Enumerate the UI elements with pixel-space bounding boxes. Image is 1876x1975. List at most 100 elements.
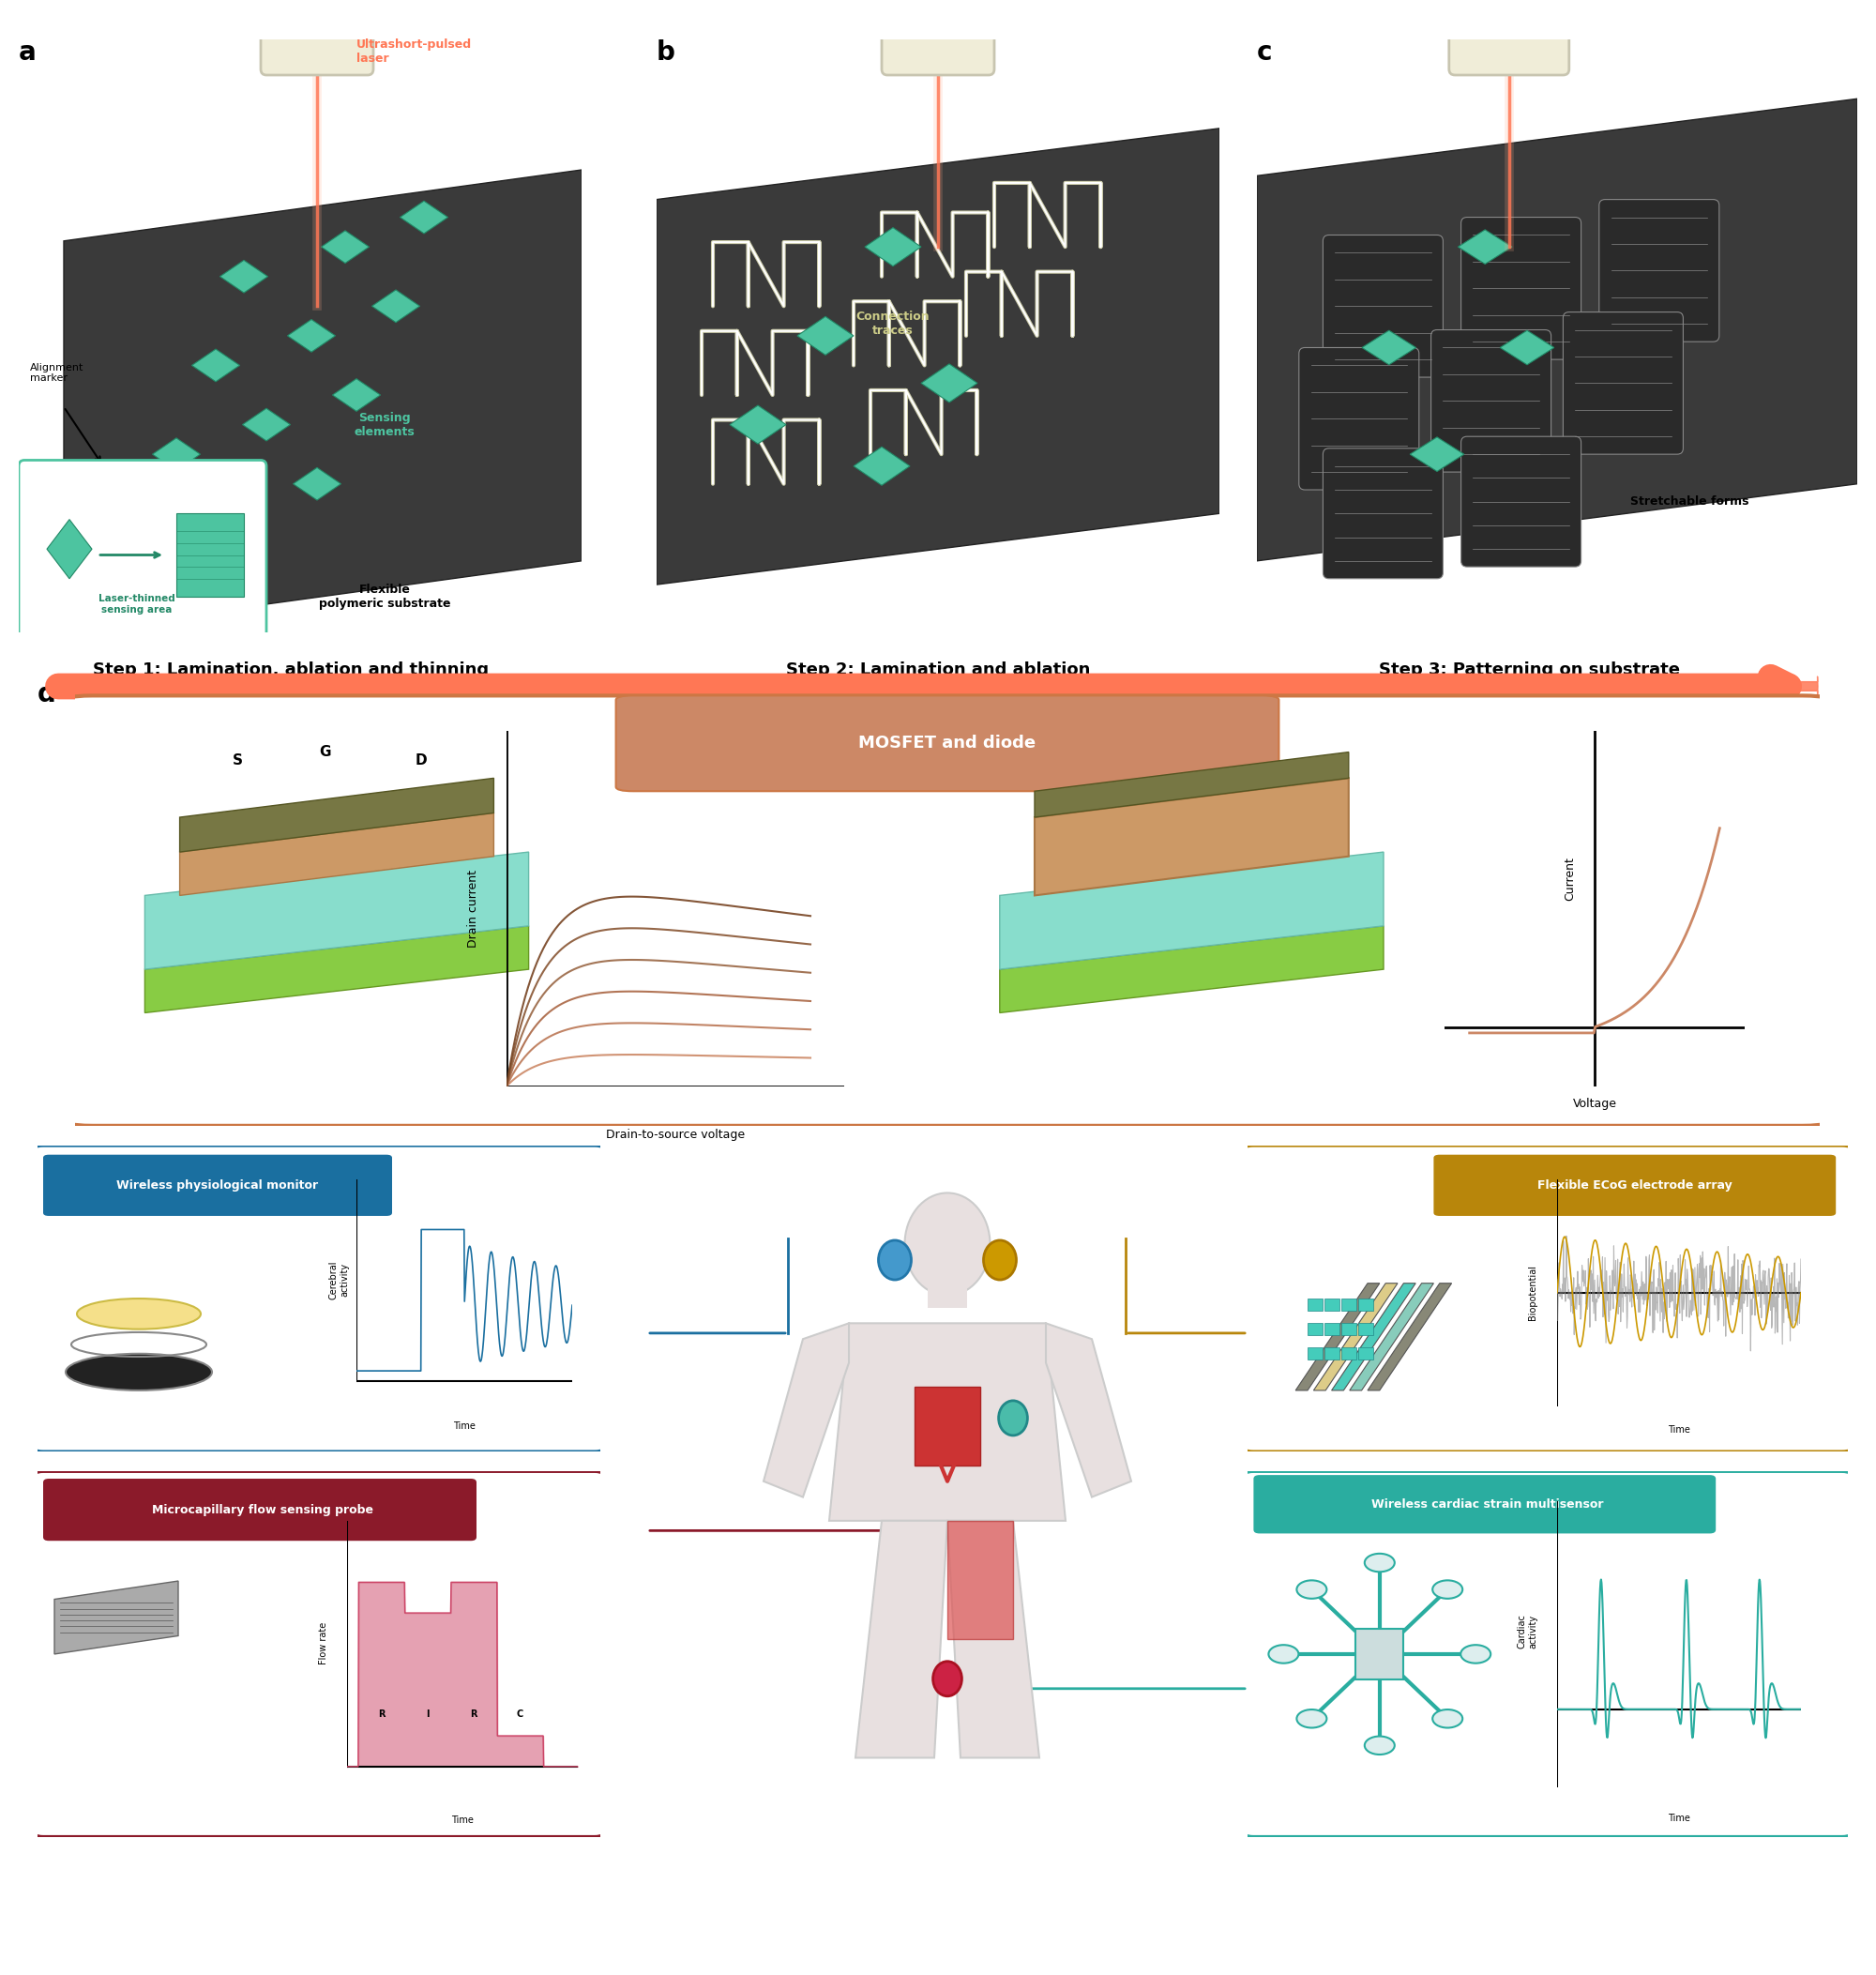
Polygon shape [242,409,291,440]
Polygon shape [730,405,786,444]
Circle shape [878,1240,912,1280]
Text: Time: Time [1668,1813,1690,1823]
FancyBboxPatch shape [1298,348,1418,490]
Text: D: D [415,754,428,768]
Bar [1356,1629,1403,1679]
Bar [1324,1300,1339,1311]
Polygon shape [180,814,493,895]
Polygon shape [1411,436,1463,472]
Circle shape [1364,1736,1394,1754]
Circle shape [932,1661,962,1697]
Circle shape [1433,1710,1463,1728]
FancyBboxPatch shape [1323,448,1443,579]
Text: Connection
traces: Connection traces [855,310,930,338]
Polygon shape [144,926,529,1013]
Text: Flexible ECoG electrode array: Flexible ECoG electrode array [1536,1179,1732,1191]
Polygon shape [947,1521,1039,1758]
Polygon shape [332,379,381,411]
Bar [1341,1300,1356,1311]
Text: c: c [1257,40,1272,65]
Circle shape [1268,1645,1298,1663]
Text: Wireless physiological monitor: Wireless physiological monitor [116,1179,319,1191]
FancyBboxPatch shape [1461,217,1581,359]
Polygon shape [914,1386,979,1465]
Polygon shape [865,227,921,267]
Text: Flow rate: Flow rate [319,1621,328,1665]
Bar [1308,1347,1323,1359]
FancyBboxPatch shape [1563,312,1683,454]
Bar [176,514,244,596]
Text: Cardiac
activity: Cardiac activity [1518,1614,1538,1649]
Circle shape [1433,1580,1463,1598]
FancyBboxPatch shape [882,4,994,75]
FancyBboxPatch shape [1242,1146,1853,1452]
Polygon shape [921,363,977,403]
FancyBboxPatch shape [32,1146,606,1452]
Polygon shape [144,851,529,970]
FancyBboxPatch shape [261,4,373,75]
Text: Wireless cardiac strain multisensor: Wireless cardiac strain multisensor [1371,1499,1604,1511]
Polygon shape [1036,752,1349,818]
Text: Time: Time [1668,1426,1690,1434]
FancyBboxPatch shape [58,695,1837,1126]
Polygon shape [1458,229,1512,265]
FancyBboxPatch shape [19,460,266,638]
Text: R: R [379,1710,385,1720]
Polygon shape [1349,1284,1433,1390]
Bar [927,1260,968,1307]
Text: d: d [38,681,56,707]
Text: Stretchable forms: Stretchable forms [1630,496,1748,508]
Polygon shape [47,519,92,579]
Text: Sensing
elements: Sensing elements [355,411,415,438]
FancyBboxPatch shape [1253,1475,1717,1533]
Text: Step 3: Patterning on substrate: Step 3: Patterning on substrate [1379,662,1679,679]
Polygon shape [371,290,420,322]
Polygon shape [1257,99,1857,561]
Bar [1308,1323,1323,1335]
FancyBboxPatch shape [615,695,1279,792]
Text: Cerebral
activity: Cerebral activity [328,1260,349,1300]
Polygon shape [152,438,201,470]
Text: Alignment
marker: Alignment marker [30,363,84,383]
Polygon shape [855,1521,947,1758]
Circle shape [1364,1554,1394,1572]
Text: G: G [319,745,330,758]
Polygon shape [113,527,161,559]
FancyArrowPatch shape [58,677,1788,695]
Text: Laser-thinned
sensing area: Laser-thinned sensing area [99,594,174,614]
Bar [1358,1347,1373,1359]
Bar [1358,1300,1373,1311]
FancyBboxPatch shape [1242,1471,1853,1837]
Text: b: b [657,40,675,65]
Polygon shape [947,1521,1013,1639]
Text: Current: Current [1563,857,1576,901]
Polygon shape [1362,330,1416,365]
Circle shape [1296,1580,1326,1598]
Polygon shape [1368,1284,1452,1390]
Polygon shape [1332,1284,1416,1390]
Polygon shape [1000,851,1384,970]
Ellipse shape [66,1353,212,1390]
Polygon shape [203,498,251,529]
Polygon shape [764,1323,848,1497]
Polygon shape [1296,1284,1379,1390]
Text: Step 2: Lamination and ablation
on connection traces: Step 2: Lamination and ablation on conne… [786,662,1090,697]
Polygon shape [54,1580,178,1655]
Text: a: a [19,40,36,65]
FancyBboxPatch shape [1323,235,1443,377]
Circle shape [998,1400,1028,1436]
Text: R: R [471,1710,478,1720]
Circle shape [1296,1710,1326,1728]
Text: Time: Time [452,1815,473,1825]
FancyBboxPatch shape [32,1471,606,1837]
Polygon shape [293,468,341,500]
FancyBboxPatch shape [1448,4,1568,75]
Polygon shape [657,128,1219,585]
Polygon shape [1501,330,1553,365]
FancyBboxPatch shape [1461,436,1581,567]
Text: Voltage: Voltage [1572,1098,1617,1110]
Polygon shape [1047,1323,1131,1497]
Text: Biopotential: Biopotential [1527,1264,1538,1321]
Polygon shape [191,350,240,381]
FancyBboxPatch shape [1598,199,1718,342]
